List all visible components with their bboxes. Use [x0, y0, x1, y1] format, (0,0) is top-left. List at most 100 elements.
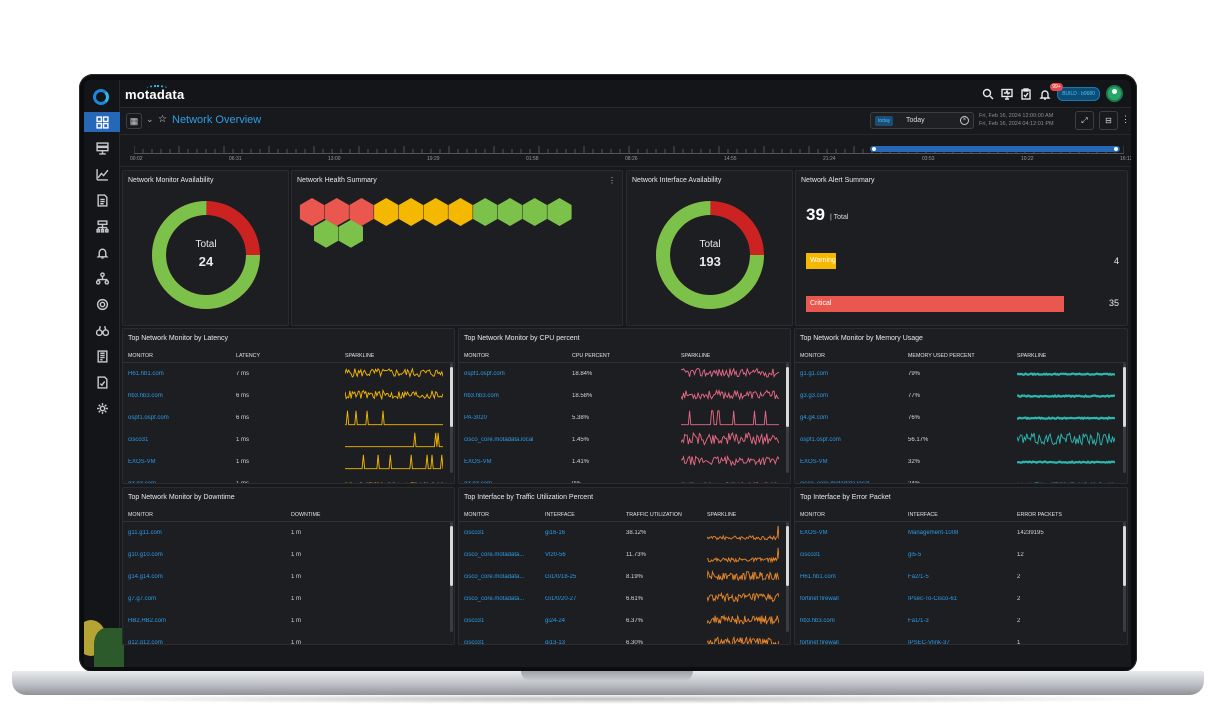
table-row[interactable]: g3.g3.com 1 ms	[123, 474, 454, 483]
table-cell-link[interactable]: Vl20-56	[545, 552, 566, 558]
table-cell-link[interactable]: Gi1/0/20-27	[545, 596, 577, 602]
favorite-star-icon[interactable]: ☆	[158, 114, 167, 125]
topology-icon[interactable]	[84, 216, 120, 236]
table-row[interactable]: EXOS-VM Management-1008 14239195	[795, 523, 1127, 545]
table-cell-link[interactable]: H61.hb1.com	[128, 371, 164, 377]
table-cell-link[interactable]: Management-1008	[908, 530, 959, 536]
health-hexagon[interactable]	[324, 198, 349, 226]
table-row[interactable]: hb3.hb3.com 6 ms	[123, 386, 454, 408]
column-header[interactable]: TRAFFIC UTILIZATION	[626, 512, 682, 518]
table-row[interactable]: g10.g10.com 1 m	[123, 545, 454, 567]
table-cell-link[interactable]: cisco31	[464, 618, 485, 624]
table-cell-link[interactable]: g4.g4.com	[800, 415, 829, 421]
table-cell-link[interactable]: gi5-5	[908, 552, 922, 558]
table-row[interactable]: g11.g11.com 1 m	[123, 523, 454, 545]
table-row[interactable]: fortinet firewall IPSEC-Vlink-37 1	[795, 633, 1127, 645]
warning-bar[interactable]	[806, 253, 836, 269]
column-header[interactable]: MEMORY USED PERCENT	[908, 353, 975, 359]
table-cell-link[interactable]: Fa1/1-3	[908, 618, 929, 624]
column-header[interactable]: ERROR PACKETS	[1017, 512, 1062, 518]
column-header[interactable]: SPARKLINE	[707, 512, 737, 518]
scrollbar-thumb[interactable]	[1123, 367, 1126, 427]
table-row[interactable]: cisco31 gi24-24 6.37%	[459, 611, 790, 633]
table-cell-link[interactable]: cisco31	[128, 437, 149, 443]
table-row[interactable]: cisco31 gi13-13 6.30%	[459, 633, 790, 645]
table-row[interactable]: g4.g4.com 76%	[795, 408, 1127, 430]
critical-bar[interactable]	[806, 296, 1064, 312]
column-header[interactable]: INTERFACE	[908, 512, 938, 518]
table-row[interactable]: HB2.HB2.com 1 m	[123, 611, 454, 633]
explorer-icon[interactable]	[84, 320, 120, 340]
table-cell-link[interactable]: g10.g10.com	[128, 552, 163, 558]
layout-icon[interactable]: ⊟	[1099, 111, 1118, 130]
scrollbar-thumb[interactable]	[450, 526, 453, 586]
table-cell-link[interactable]: IPSEC-Vlink-37	[908, 640, 950, 645]
table-row[interactable]: EXOS-VM 1 ms	[123, 452, 454, 474]
table-cell-link[interactable]: fortinet firewall	[800, 640, 839, 645]
table-cell-link[interactable]: cisco_core.motadata.local	[800, 481, 870, 484]
table-row[interactable]: ospf1.ospf.com 6 ms	[123, 408, 454, 430]
column-header[interactable]: MONITOR	[128, 353, 153, 359]
dashboard-switcher-icon[interactable]: ▦	[126, 113, 142, 129]
table-row[interactable]: hb3.hb3.com 18.58%	[459, 386, 790, 408]
scrollbar-thumb[interactable]	[786, 526, 789, 586]
table-row[interactable]: H61.hb1.com Fa2/1-5 2	[795, 567, 1127, 589]
table-cell-link[interactable]: cisco_core.motadata...	[464, 552, 525, 558]
table-cell-link[interactable]: hb3.hb3.com	[800, 618, 835, 624]
table-cell-link[interactable]: cisco_core.motadata.local	[464, 437, 534, 443]
column-header[interactable]: CPU PERCENT	[572, 353, 610, 359]
notifications-bell-icon[interactable]: 99+	[1038, 83, 1063, 100]
table-cell-link[interactable]: g1.g1.com	[800, 371, 829, 377]
table-cell-link[interactable]: g11.g11.com	[128, 530, 162, 536]
table-cell-link[interactable]: g12.g12.com	[128, 640, 163, 645]
table-row[interactable]: ospf1.ospf.com 18.84%	[459, 364, 790, 386]
timeline-end-handle[interactable]	[1114, 147, 1118, 151]
scrollbar-thumb[interactable]	[450, 367, 453, 427]
column-header[interactable]: MONITOR	[800, 512, 825, 518]
more-options-icon[interactable]: ⋮	[608, 176, 616, 185]
column-header[interactable]: SPARKLINE	[345, 353, 375, 359]
table-cell-link[interactable]: cisco31	[464, 640, 485, 645]
health-hexagon[interactable]	[423, 198, 448, 226]
table-cell-link[interactable]: hb3.hb3.com	[464, 393, 499, 399]
table-row[interactable]: hb3.hb3.com Fa1/1-3 2	[795, 611, 1127, 633]
table-row[interactable]: cisco_core.motadata... Gi1/0/18-25 8.19%	[459, 567, 790, 589]
dashboard-icon[interactable]	[84, 112, 120, 132]
table-row[interactable]: cisco31 gi5-5 12	[795, 545, 1127, 567]
table-cell-link[interactable]: cisco_core.motadata...	[464, 596, 525, 602]
table-row[interactable]: PA-3020 5.38%	[459, 408, 790, 430]
search-icon[interactable]	[981, 87, 994, 100]
audit-icon[interactable]	[84, 346, 120, 366]
column-header[interactable]: MONITOR	[128, 512, 153, 518]
column-header[interactable]: DOWNTIME	[291, 512, 321, 518]
table-cell-link[interactable]: EXOS-VM	[128, 459, 156, 465]
table-row[interactable]: cisco_core.motadata... Vl20-56 11.73%	[459, 545, 790, 567]
table-cell-link[interactable]: g3.g3.com	[800, 393, 829, 399]
fullscreen-icon[interactable]: ⤢	[1075, 111, 1094, 130]
table-cell-link[interactable]: fortinet firewall	[800, 596, 839, 602]
table-cell-link[interactable]: cisco31	[800, 552, 821, 558]
health-hexagon[interactable]	[497, 198, 523, 226]
alerts-icon[interactable]	[84, 242, 120, 262]
table-row[interactable]: g3.g3.com 77%	[795, 386, 1127, 408]
table-cell-link[interactable]: ospf1.ospf.com	[464, 371, 505, 377]
clear-icon[interactable]: ×	[960, 116, 969, 125]
table-cell-link[interactable]: Gi1/0/18-25	[545, 574, 577, 580]
table-cell-link[interactable]: gi16-16	[545, 530, 566, 536]
monitors-icon[interactable]	[84, 138, 120, 158]
settings-gear-icon[interactable]	[84, 398, 120, 418]
table-row[interactable]: fortinet firewall IPsec-To-Cisco-61 2	[795, 589, 1127, 611]
table-cell-link[interactable]: EXOS-VM	[800, 459, 828, 465]
metrics-icon[interactable]	[84, 164, 120, 184]
table-cell-link[interactable]: gi24-24	[545, 618, 566, 624]
table-row[interactable]: cisco_core.motadata.local 24%	[795, 474, 1127, 484]
date-picker[interactable]: today Today ×	[870, 112, 974, 129]
health-hexagon[interactable]	[522, 198, 547, 226]
timeline-start-handle[interactable]	[872, 147, 876, 151]
table-row[interactable]: EXOS-VM 32%	[795, 452, 1127, 474]
table-cell-link[interactable]: EXOS-VM	[464, 459, 492, 465]
brand-logo[interactable]: motadata	[125, 87, 185, 102]
table-cell-link[interactable]: Fa2/1-5	[908, 574, 929, 580]
reports-icon[interactable]	[84, 190, 120, 210]
network-icon[interactable]	[84, 268, 120, 288]
